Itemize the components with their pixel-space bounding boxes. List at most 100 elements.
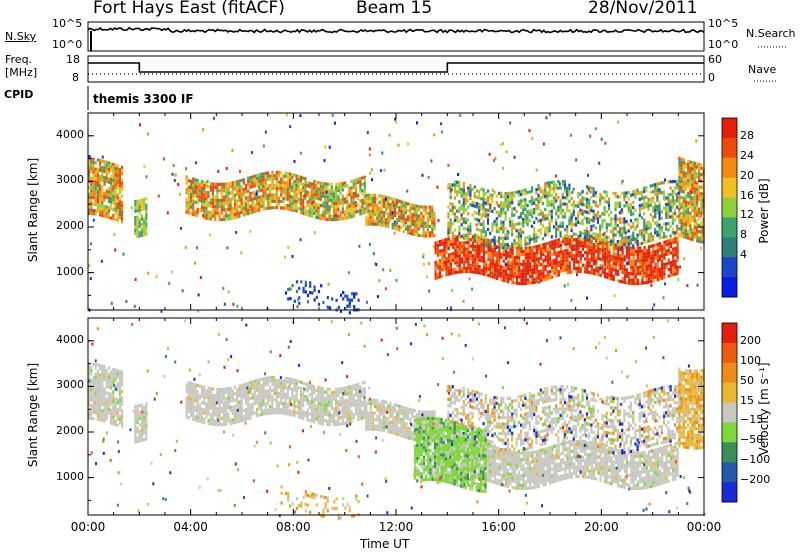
power-cell [548, 257, 552, 261]
power-cell [519, 237, 523, 241]
power-cell [187, 208, 190, 212]
power-cell [628, 259, 631, 263]
power-cell [619, 257, 622, 261]
power-cell [227, 198, 230, 202]
power-cell [452, 258, 455, 262]
power-cell [691, 183, 694, 187]
power-cell [271, 206, 274, 210]
power-cell [614, 204, 617, 208]
power-cell [643, 199, 646, 203]
velocity-cell [220, 416, 223, 420]
power-cell [599, 273, 602, 277]
velocity-cell [189, 391, 193, 395]
power-cell [105, 170, 108, 174]
power-cell [603, 190, 606, 194]
power-cell [672, 257, 675, 261]
power-cell [695, 229, 699, 233]
power-cell [665, 243, 668, 247]
power-cell [337, 198, 340, 202]
power-cell [475, 227, 479, 231]
power-cell [227, 217, 230, 221]
power-cell [541, 224, 545, 228]
power-cell [418, 217, 421, 221]
velocity-cell [112, 412, 115, 416]
power-cell [623, 204, 626, 208]
power-cell [518, 262, 521, 266]
power-cell [116, 170, 119, 174]
power-cell [271, 193, 274, 197]
power-cell [251, 210, 254, 214]
power-cell [209, 204, 212, 208]
power-noise-cell [348, 271, 351, 275]
power-cell [371, 206, 374, 210]
power-cell [489, 196, 492, 200]
power-cell [231, 216, 234, 220]
power-cell [606, 272, 609, 276]
power-noise-cell [134, 278, 137, 281]
power-cell [352, 208, 355, 212]
velocity-cell [116, 382, 119, 386]
power-cell [625, 274, 629, 278]
power-cell [684, 210, 688, 214]
power-cell [121, 210, 124, 214]
power-cell [652, 244, 655, 248]
velocity-cell [112, 406, 115, 410]
velocity-cell [218, 387, 221, 391]
power-cell [114, 202, 117, 206]
power-cell [118, 216, 121, 220]
power-cell [266, 184, 270, 188]
power-cell [485, 250, 488, 254]
power-cell [585, 236, 589, 240]
power-cell [103, 166, 106, 170]
velocity-cell [253, 382, 256, 386]
power-cell [700, 192, 703, 196]
power-cell [612, 268, 615, 272]
power-cell [493, 260, 497, 264]
power-cell [429, 215, 432, 219]
velocity-cell [192, 414, 195, 418]
power-cell [608, 250, 611, 255]
velocity-cell [251, 409, 254, 413]
power-cell [282, 177, 285, 181]
power-cell [262, 201, 265, 205]
power-cell [238, 198, 241, 202]
power-cell [605, 226, 608, 230]
power-cell [196, 194, 199, 199]
power-cell [393, 207, 396, 211]
power-noise-cell [701, 199, 704, 202]
velocity-cell [145, 408, 148, 412]
power-cell [524, 249, 527, 253]
power-cell [240, 191, 243, 195]
power-cell [515, 268, 519, 272]
power-cell [641, 268, 644, 272]
power-cell [346, 193, 349, 197]
power-cell [500, 207, 503, 211]
power-cell [343, 216, 347, 220]
power-cell [693, 206, 696, 210]
power-cell [247, 195, 250, 200]
velocity-cell [107, 395, 110, 399]
power-cell [610, 223, 613, 227]
velocity-cell [99, 418, 102, 422]
power-cell [308, 194, 311, 198]
power-cell [321, 185, 325, 189]
power-noise-cell [604, 141, 607, 145]
power-cell [473, 201, 476, 205]
power-cell [575, 244, 578, 248]
power-cell [357, 203, 360, 207]
power-cell [546, 248, 549, 252]
power-cell [654, 186, 657, 190]
velocity-cell [233, 417, 237, 421]
power-cell [400, 203, 403, 207]
velocity-cell [105, 372, 108, 376]
power-cell [656, 192, 659, 196]
power-cell [464, 221, 468, 225]
power-cell [400, 225, 403, 230]
power-cell [88, 208, 91, 212]
power-cell [691, 237, 694, 242]
power-cell [415, 223, 418, 227]
power-cell [143, 229, 146, 234]
power-cell [284, 291, 288, 295]
power-cell [218, 211, 221, 215]
power-cell [674, 250, 677, 254]
